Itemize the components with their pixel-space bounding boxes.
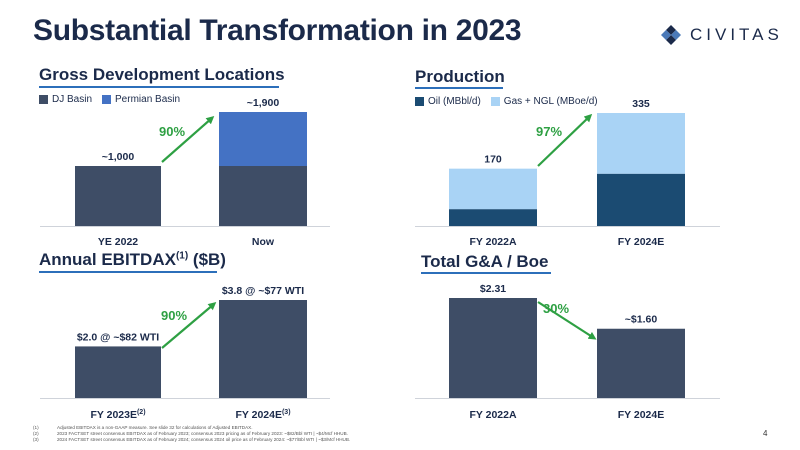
footnote-text: Adjusted EBITDAX is a non-GAAP measure. … (57, 425, 253, 430)
gross-dev-title-underline (39, 86, 279, 88)
change-percent-label: 90% (161, 308, 187, 323)
gross-dev-legend: DJ Basin Permian Basin (39, 94, 190, 105)
footnote-text: 2024 FACTSET street consensus EBITDAX as… (57, 437, 351, 442)
category-label: FY 2022A (469, 236, 517, 248)
logo-text: CIVITAS (690, 25, 783, 44)
footnote-number: (3) (33, 437, 39, 442)
category-label: FY 2023E(2) (90, 409, 145, 421)
footnote-number: (1) (33, 425, 39, 430)
bar-segment (219, 166, 307, 226)
category-label: FY 2024E (618, 236, 665, 248)
footnote: (2) 2023 FACTSET street consensus EBITDAX… (33, 431, 350, 437)
ebitdax-title-suffix: ($B) (188, 250, 226, 269)
legend-item: Gas + NGL (MBoe/d) (490, 96, 598, 107)
category-label: FY 2024E (618, 409, 665, 421)
data-label: ~$1.60 (625, 314, 658, 326)
production-title: Production (415, 67, 505, 86)
ebitdax-title-text: Annual EBITDAX (39, 250, 176, 269)
production-title-underline (415, 87, 503, 89)
legend-label: DJ Basin (52, 94, 93, 105)
legend-item: Oil (MBbl/d) (415, 96, 481, 107)
change-arrow (161, 302, 217, 349)
category-footnote: (2) (137, 409, 146, 416)
data-label: 170 (484, 154, 502, 166)
gross-dev-title: Gross Development Locations (39, 65, 285, 84)
bar (219, 300, 307, 398)
data-label: $3.8 @ ~$77 WTI (222, 285, 304, 297)
legend-item: Permian Basin (102, 94, 180, 105)
footnote-number: (2) (33, 431, 39, 436)
company-logo: CIVITAS (660, 24, 783, 46)
data-label: $2.31 (480, 283, 506, 295)
bar (449, 298, 537, 398)
legend-label: Oil (MBbl/d) (428, 96, 481, 107)
ebitdax-title-footnote: (1) (175, 250, 189, 262)
legend-swatch (102, 95, 112, 104)
production-legend: Oil (MBbl/d) Gas + NGL (MBoe/d) (415, 96, 608, 107)
civitas-logo-icon (661, 25, 681, 45)
category-label: Now (252, 236, 275, 248)
category-label: YE 2022 (98, 236, 138, 248)
ebitdax-title: Annual EBITDAX(1) ($B) (39, 250, 226, 270)
footnote: (1) Adjusted EBITDAX is a non-GAAP measur… (33, 425, 350, 431)
ga-title-underline (421, 272, 551, 274)
change-arrow (537, 301, 597, 340)
category-label: FY 2024E(3) (235, 409, 290, 421)
change-arrow (537, 113, 593, 167)
data-label: ~1,000 (102, 151, 135, 163)
page-title: Substantial Transformation in 2023 (33, 14, 522, 47)
ga-title: Total G&A / Boe (421, 252, 549, 271)
legend-swatch (415, 97, 424, 106)
legend-item: DJ Basin (39, 94, 92, 105)
change-percent-label: 97% (536, 124, 562, 139)
category-label: FY 2022A (469, 409, 517, 421)
bar (597, 328, 685, 398)
category-footnote: (3) (282, 409, 291, 416)
change-arrow (161, 116, 215, 163)
change-percent-label: 30% (543, 301, 569, 316)
legend-label: Gas + NGL (MBoe/d) (503, 96, 598, 107)
bar-segment (449, 209, 537, 226)
footnotes: (1) Adjusted EBITDAX is a non-GAAP measur… (33, 425, 350, 443)
legend-swatch (39, 95, 48, 104)
legend-label: Permian Basin (115, 94, 181, 105)
footnote-text: 2023 FACTSET street consensus EBITDAX as… (57, 431, 348, 436)
data-label: 335 (632, 98, 650, 110)
bar (75, 346, 161, 398)
ebitdax-title-underline (39, 271, 217, 273)
footnote: (3) 2024 FACTSET street consensus EBITDAX… (33, 437, 350, 443)
bar-segment (219, 112, 307, 166)
bar-segment (597, 113, 685, 174)
data-label: ~1,900 (247, 97, 280, 109)
change-percent-label: 90% (159, 124, 185, 139)
bar-segment (75, 166, 161, 226)
data-label: $2.0 @ ~$82 WTI (77, 331, 159, 343)
legend-swatch (490, 97, 500, 106)
bar-segment (449, 168, 537, 210)
bar-segment (597, 173, 685, 226)
page-number: 4 (763, 429, 768, 438)
